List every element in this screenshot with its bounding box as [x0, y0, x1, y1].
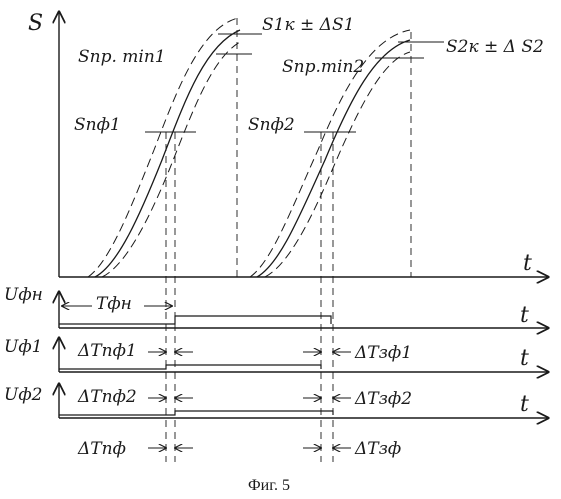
ufn-interval-label: Tфн	[96, 294, 132, 314]
uf2-right-label: ΔTзф2	[354, 389, 412, 409]
uf1-right-label: ΔTзф1	[354, 343, 412, 363]
ufn-t-label: t	[520, 303, 529, 328]
s-axis-label: S	[28, 11, 43, 36]
spr-min2-label: Sпр.min2	[282, 57, 364, 77]
signal-ufn: Uфн t Tфн	[4, 285, 548, 328]
signal-uf1: Uф1 t ΔTпф1 ΔTзф1	[4, 337, 548, 372]
bottom-right-label: ΔTзф	[354, 439, 401, 459]
curve-2-lower-tolerance	[265, 52, 410, 277]
spf2-label: Sпф2	[248, 115, 295, 135]
projection-lines	[166, 132, 333, 462]
curve-1-nominal	[95, 30, 240, 277]
figure-caption: Фиг. 5	[248, 477, 290, 494]
uf1-left-label: ΔTпф1	[77, 341, 137, 361]
bottom-deltas: ΔTпф ΔTзф	[77, 439, 401, 459]
s2k-label: S2к ± Δ S2	[446, 37, 544, 57]
ufn-pulse	[59, 316, 331, 324]
uf2-left-label: ΔTпф2	[77, 387, 137, 407]
uf1-t-label: t	[520, 346, 529, 371]
top-plot: S t S1к ± ΔS1 Sпр. min1 S2к ± Δ S2 Sпр.m…	[28, 11, 548, 277]
s1k-label: S1к ± ΔS1	[262, 15, 354, 35]
curve-1-lower-tolerance	[102, 42, 240, 277]
spf1-label: Sпф1	[74, 115, 121, 135]
uf1-pulse	[59, 365, 321, 369]
uf1-y-label: Uф1	[4, 337, 42, 357]
bottom-left-label: ΔTпф	[77, 439, 126, 459]
spr-min1-label: Sпр. min1	[78, 47, 166, 67]
uf2-t-label: t	[520, 392, 529, 417]
ufn-y-label: Uфн	[4, 285, 43, 305]
uf2-pulse	[59, 411, 333, 415]
t-axis-label: t	[523, 251, 532, 276]
signal-uf2: Uф2 t ΔTпф2 ΔTзф2	[4, 384, 548, 418]
uf2-y-label: Uф2	[4, 385, 42, 405]
